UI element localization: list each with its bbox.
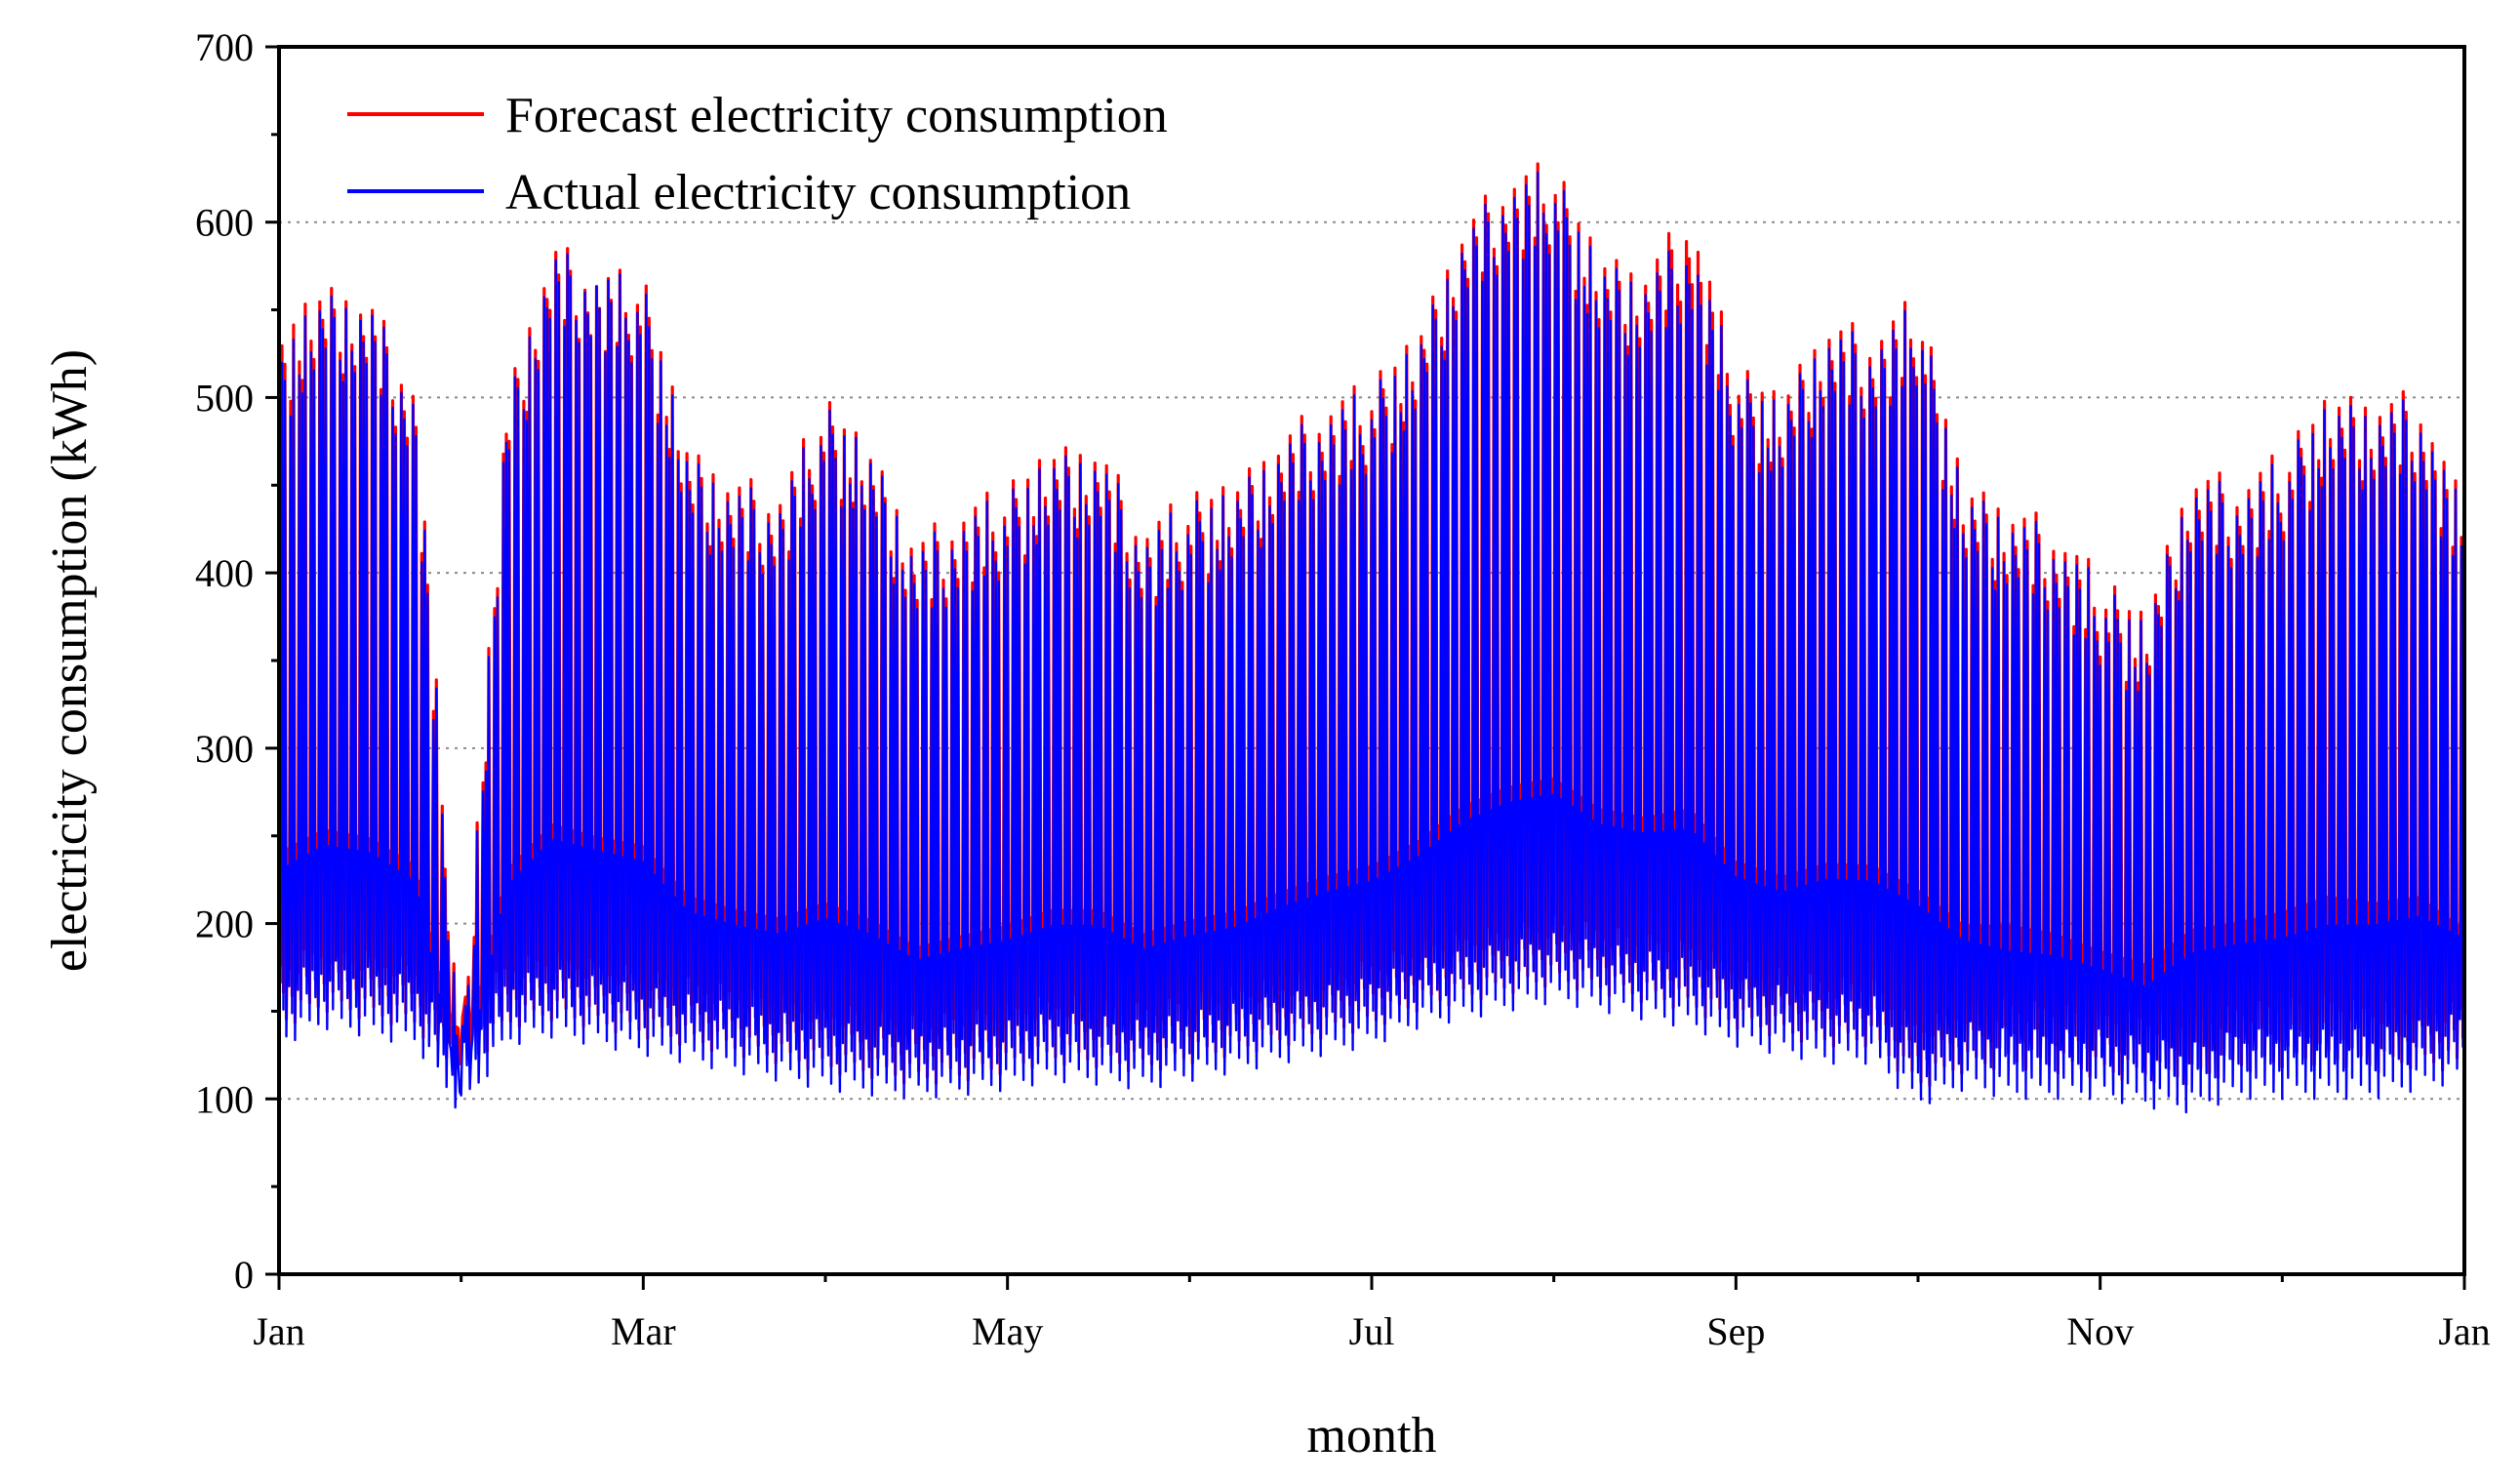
y-tick-label-0: 0 bbox=[234, 1253, 254, 1297]
x-tick-label-3: Jul bbox=[1349, 1309, 1395, 1353]
x-tick-label-5: Nov bbox=[2066, 1309, 2134, 1353]
y-tick-label-600: 600 bbox=[195, 201, 254, 245]
legend: Forecast electricity consumption Actual … bbox=[347, 88, 1168, 221]
x-tick-label-4: Sep bbox=[1706, 1309, 1765, 1353]
legend-label-forecast: Forecast electricity consumption bbox=[505, 88, 1168, 143]
y-tick-label-400: 400 bbox=[195, 551, 254, 595]
y-tick-label-200: 200 bbox=[195, 902, 254, 946]
legend-label-actual: Actual electricity consumption bbox=[505, 165, 1131, 221]
actual-series-line bbox=[277, 171, 2466, 1114]
y-tick-label-700: 700 bbox=[195, 25, 254, 69]
x-tick-label-1: Mar bbox=[611, 1309, 676, 1353]
y-axis: 0 100 200 300 400 500 600 700 bbox=[195, 25, 279, 1297]
x-tick-label-0: Jan bbox=[253, 1309, 304, 1353]
x-tick-label-6: Jan bbox=[2438, 1309, 2490, 1353]
forecast-series-line bbox=[277, 162, 2466, 1088]
x-tick-label-2: May bbox=[972, 1309, 1043, 1353]
y-axis-title: electricity consumption (kWh) bbox=[42, 349, 98, 972]
y-tick-label-500: 500 bbox=[195, 376, 254, 420]
x-axis: Jan Mar May Jul Sep Nov Jan bbox=[253, 1274, 2491, 1353]
x-axis-title: month bbox=[1307, 1408, 1437, 1464]
y-tick-label-100: 100 bbox=[195, 1077, 254, 1121]
series-layer bbox=[277, 162, 2466, 1114]
y-tick-label-300: 300 bbox=[195, 727, 254, 771]
